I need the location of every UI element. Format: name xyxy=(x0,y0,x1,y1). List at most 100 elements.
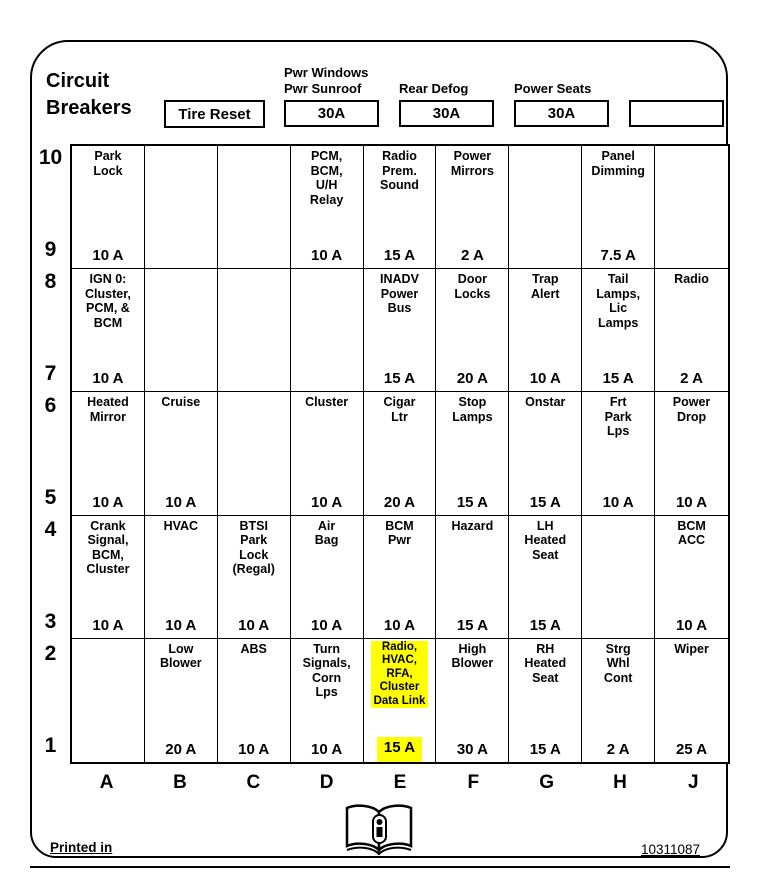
fuse-name: BTSI Park Lock (Regal) xyxy=(232,518,275,577)
fuse-cell-H-band-2-1: Strg Whl Cont 2 A xyxy=(582,638,656,762)
fuse-cell-B-band-4-3: HVAC 10 A xyxy=(144,515,218,639)
column-letter-D: D xyxy=(319,772,334,793)
fuse-cell-H-band-8-7: Tail Lamps, Lic Lamps 15 A xyxy=(582,269,656,393)
fuse-cell-G-band-6-5: Onstar 15 A xyxy=(509,392,583,516)
fuse-cell-H-band-4-3 xyxy=(582,515,656,639)
fuse-amp-rating: 10 A xyxy=(675,493,708,511)
page-bottom-line xyxy=(30,866,730,868)
fuse-amp-rating: 15 A xyxy=(456,493,488,511)
fuse-name: RH Heated Seat xyxy=(524,641,567,685)
row-number: 8 xyxy=(44,270,57,293)
printed-in-label: Printed in xyxy=(50,840,113,855)
row-number-column: 10 9 8 7 6 5 4 3 2 1 xyxy=(32,144,69,764)
row-number: 2 xyxy=(44,642,57,665)
fuse-amp-rating: 15 A xyxy=(456,616,488,634)
column-letter-A: A xyxy=(99,772,114,793)
fuse-name: ABS xyxy=(240,641,267,656)
fuse-cell-D-band-2-1: Turn Signals, Corn Lps 10 A xyxy=(291,638,364,762)
top-breaker-row: Pwr Windows Pwr Sunroof 30A Rear Defog 30A P… xyxy=(284,54,724,127)
fuse-amp-rating: 10 A xyxy=(238,740,270,758)
column-letter-B: B xyxy=(173,772,187,793)
column-letter-J: J xyxy=(688,772,699,793)
fuse-amp-rating: 20 A xyxy=(456,370,488,388)
fuse-cell-J-band-8-7: Radio 2 A xyxy=(655,269,728,393)
breaker-label: Pwr Windows Pwr Sunroof xyxy=(284,65,369,96)
document-number: 10311087 xyxy=(640,842,700,857)
column-letter-E: E xyxy=(393,772,407,793)
fuse-amp-rating: 15 A xyxy=(376,736,423,762)
fuse-cell-D-band-10-9: PCM, BCM, U/H Relay 10 A xyxy=(290,146,364,270)
fuse-cell-A-band-8-7: IGN 0: Cluster, PCM, & BCM 10 A xyxy=(72,269,145,393)
fuse-cell-G-band-8-7: Trap Alert 10 A xyxy=(509,269,583,393)
fuse-cell-E-band-10-9: Radio Prem. Sound 15 A xyxy=(363,146,437,270)
fuse-cell-E-band-4-3: BCM Pwr 10 A xyxy=(363,515,437,639)
breaker-amp-box xyxy=(629,100,724,127)
fuse-amp-rating: 10 A xyxy=(92,247,124,265)
row-number: 1 xyxy=(44,734,57,757)
fuse-name: Power Drop xyxy=(672,395,711,424)
fuse-cell-A-band-4-3: Crank Signal, BCM, Cluster 10 A xyxy=(72,515,145,639)
fuse-cell-A-band-6-5: Heated Mirror 10 A xyxy=(72,392,145,516)
fuse-name: Cluster xyxy=(305,395,349,410)
fuse-cell-G-band-4-3: LH Heated Seat 15 A xyxy=(509,515,583,639)
row-number: 4 xyxy=(44,518,57,541)
row-number: 7 xyxy=(44,362,57,385)
fuse-amp-rating: 10 A xyxy=(238,616,270,634)
fuse-amp-rating: 15 A xyxy=(529,740,561,758)
breaker-amp-box: 30A xyxy=(514,100,609,127)
breaker-2: Rear Defog 30A xyxy=(399,54,494,127)
fuse-cell-J-band-4-3: BCM ACC 10 A xyxy=(655,516,728,639)
fuse-amp-rating: 10 A xyxy=(311,616,343,634)
fuse-name: Air Bag xyxy=(314,518,339,548)
fuse-name: Wiper xyxy=(674,641,709,656)
fuse-amp-rating: 10 A xyxy=(92,370,124,388)
fuse-name: Door Locks xyxy=(454,272,491,301)
fuse-amp-rating: 15 A xyxy=(383,370,416,388)
fuse-name: Cruise xyxy=(161,395,201,410)
fuse-name: Trap Alert xyxy=(531,272,560,301)
fuse-cell-F-band-6-5: Stop Lamps 15 A xyxy=(436,392,510,516)
fuse-cell-D-band-8-7 xyxy=(290,269,364,393)
fuse-cell-B-band-6-5: Cruise 10 A xyxy=(144,392,218,516)
fuse-amp-rating: 10 A xyxy=(92,616,124,634)
fuse-name: Panel Dimming xyxy=(591,149,645,178)
fuse-cell-D-band-6-5: Cluster 10 A xyxy=(290,392,364,516)
fuse-name: High Blower xyxy=(451,641,494,671)
fuse-name: Park Lock xyxy=(93,149,123,178)
fuse-amp-rating: 15 A xyxy=(383,247,416,265)
fuse-amp-rating: 2 A xyxy=(606,740,630,758)
page-title-line1: Circuit xyxy=(46,70,110,92)
fuse-name: Cigar Ltr xyxy=(383,395,416,424)
row-number: 5 xyxy=(44,486,57,509)
fuse-name: Strg Whl Cont xyxy=(603,641,633,685)
fuse-cell-C-band-8-7 xyxy=(217,269,291,393)
fuse-name: Turn Signals, Corn Lps xyxy=(302,641,351,700)
fuse-name: IGN 0: Cluster, PCM, & BCM xyxy=(85,272,131,330)
fuse-name: Stop Lamps xyxy=(452,395,493,424)
column-letter-G: G xyxy=(539,772,555,793)
fuse-cell-H-band-6-5: Frt Park Lps 10 A xyxy=(582,392,656,516)
fuse-amp-rating: 10 A xyxy=(165,493,197,511)
row-number: 9 xyxy=(44,238,57,261)
fuse-amp-rating: 10 A xyxy=(383,616,416,634)
row-number: 10 xyxy=(38,146,63,169)
fuse-amp-rating: 10 A xyxy=(529,370,561,388)
fuse-amp-rating: 15 A xyxy=(529,616,561,634)
fuse-cell-G-band-10-9 xyxy=(509,146,583,270)
fuse-cell-E-band-8-7: INADV Power Bus 15 A xyxy=(363,269,437,393)
fuse-amp-rating: 10 A xyxy=(165,616,197,634)
fuse-amp-rating: 30 A xyxy=(456,740,488,758)
fuse-amp-rating: 10 A xyxy=(675,616,708,634)
fuse-name: Tail Lamps, Lic Lamps xyxy=(596,272,641,330)
fuse-name: BCM ACC xyxy=(677,518,706,548)
fuse-grid: Park Lock 10 A PCM, BCM, U/H Relay 10 A Radi… xyxy=(70,144,730,764)
fuse-amp-rating: 10 A xyxy=(602,493,634,511)
fuse-cell-C-band-2-1: ABS 10 A xyxy=(218,638,291,762)
fuse-amp-rating: 15 A xyxy=(602,370,634,388)
row-number: 6 xyxy=(44,394,57,417)
fuse-cell-B-band-2-1: Low Blower 20 A xyxy=(145,638,218,762)
column-letter-C: C xyxy=(246,772,261,793)
fuse-cell-F-band-4-3: Hazard 15 A xyxy=(436,515,510,639)
fuse-amp-rating: 2 A xyxy=(680,370,703,388)
fuse-amp-rating: 15 A xyxy=(529,493,561,511)
